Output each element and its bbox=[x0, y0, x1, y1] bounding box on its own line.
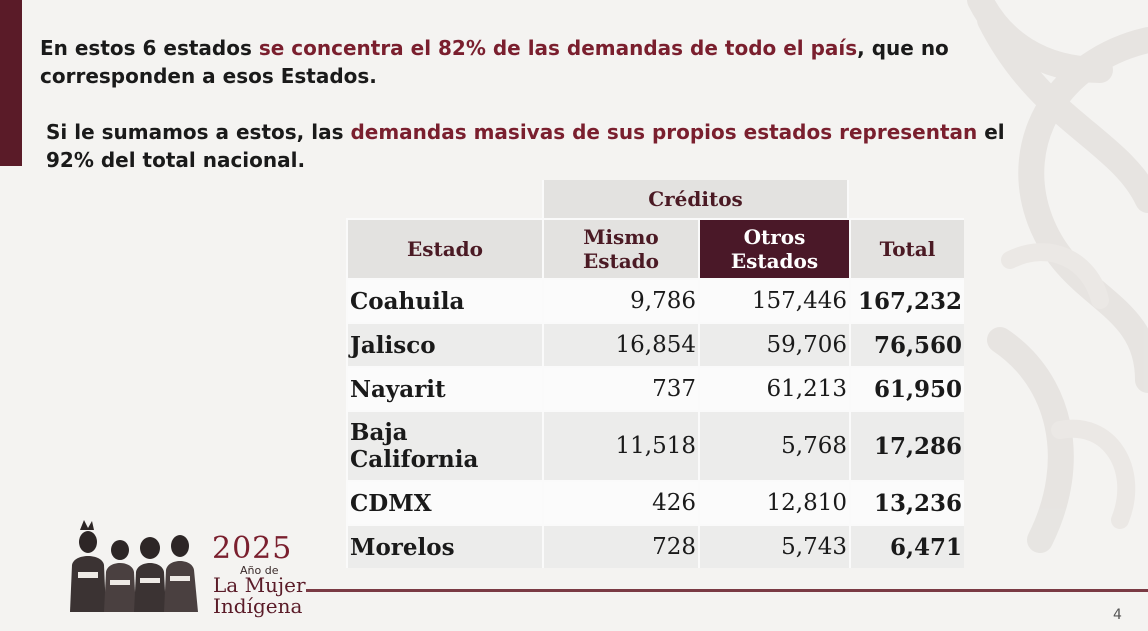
header-mismo-line2: Estado bbox=[582, 249, 660, 273]
header-total: Total bbox=[849, 218, 964, 278]
side-accent-bar bbox=[0, 0, 22, 166]
group-header-creditos: Créditos bbox=[542, 180, 849, 218]
cell-estado: Coahuila bbox=[346, 278, 542, 322]
footer-divider bbox=[306, 589, 1148, 592]
header-otros-line2: Estados bbox=[730, 249, 819, 273]
cell-mismo: 426 bbox=[542, 480, 698, 524]
header-otros-line1: Otros bbox=[743, 225, 806, 249]
cell-mismo: 728 bbox=[542, 524, 698, 568]
cell-estado-line1: Baja bbox=[350, 419, 408, 446]
logo-la-mujer: La Mujer bbox=[213, 573, 306, 597]
cell-otros: 5,768 bbox=[698, 410, 849, 480]
intro-text-start: En estos 6 estados bbox=[40, 36, 259, 60]
cell-otros: 157,446 bbox=[698, 278, 849, 322]
table-row: Jalisco 16,854 59,706 76,560 bbox=[346, 322, 964, 366]
table-row: Coahuila 9,786 157,446 167,232 bbox=[346, 278, 964, 322]
cell-mismo: 16,854 bbox=[542, 322, 698, 366]
cell-otros: 5,743 bbox=[698, 524, 849, 568]
table-header-spacer bbox=[346, 180, 542, 218]
logo-ano-de: Año de bbox=[240, 564, 279, 577]
cell-estado: Baja California bbox=[346, 410, 542, 480]
cell-estado: Jalisco bbox=[346, 322, 542, 366]
intro-highlight: se concentra el 82% de las demandas de t… bbox=[258, 36, 858, 60]
logo-year: 2025 bbox=[212, 531, 293, 566]
logo-indigena: Indígena bbox=[213, 594, 303, 618]
cell-otros: 12,810 bbox=[698, 480, 849, 524]
table-group-header-row: Créditos bbox=[346, 180, 964, 218]
cell-total: 167,232 bbox=[849, 278, 964, 322]
cell-total: 61,950 bbox=[849, 366, 964, 410]
summary-paragraph: Si le sumamos a estos, las demandas masi… bbox=[46, 118, 1056, 174]
cell-estado: CDMX bbox=[346, 480, 542, 524]
table-row: Nayarit 737 61,213 61,950 bbox=[346, 366, 964, 410]
header-mismo-estado: Mismo Estado bbox=[542, 218, 698, 278]
cell-total: 6,471 bbox=[849, 524, 964, 568]
cell-otros: 59,706 bbox=[698, 322, 849, 366]
header-estado: Estado bbox=[346, 218, 542, 278]
table-header-row: Estado Mismo Estado Otros Estados Total bbox=[346, 218, 964, 278]
credits-table: Créditos Estado Mismo Estado Otros Estados… bbox=[346, 180, 964, 568]
cell-estado-line2: California bbox=[350, 446, 479, 473]
header-mismo-line1: Mismo bbox=[583, 225, 659, 249]
table-header-spacer bbox=[849, 180, 964, 218]
cell-otros: 61,213 bbox=[698, 366, 849, 410]
header-otros-estados: Otros Estados bbox=[698, 218, 849, 278]
cell-total: 17,286 bbox=[849, 410, 964, 480]
intro-text-end: , que no corresponden a esos Estados. bbox=[40, 36, 949, 88]
cell-estado: Morelos bbox=[346, 524, 542, 568]
table-row: Baja California 11,518 5,768 17,286 bbox=[346, 410, 964, 480]
cell-mismo: 9,786 bbox=[542, 278, 698, 322]
cell-estado: Nayarit bbox=[346, 366, 542, 410]
table-row: Morelos 728 5,743 6,471 bbox=[346, 524, 964, 568]
women-illustration-logo bbox=[70, 520, 198, 612]
cell-total: 76,560 bbox=[849, 322, 964, 366]
cell-mismo: 11,518 bbox=[542, 410, 698, 480]
table-row: CDMX 426 12,810 13,236 bbox=[346, 480, 964, 524]
summary-highlight: demandas masivas de sus propios estados … bbox=[350, 120, 978, 144]
intro-paragraph: En estos 6 estados se concentra el 82% d… bbox=[40, 34, 1040, 90]
cell-total: 13,236 bbox=[849, 480, 964, 524]
summary-text-start: Si le sumamos a estos, las bbox=[46, 120, 351, 144]
cell-mismo: 737 bbox=[542, 366, 698, 410]
summary-text-end: el 92% del total nacional. bbox=[46, 120, 1005, 172]
page-number: 4 bbox=[1113, 607, 1122, 623]
